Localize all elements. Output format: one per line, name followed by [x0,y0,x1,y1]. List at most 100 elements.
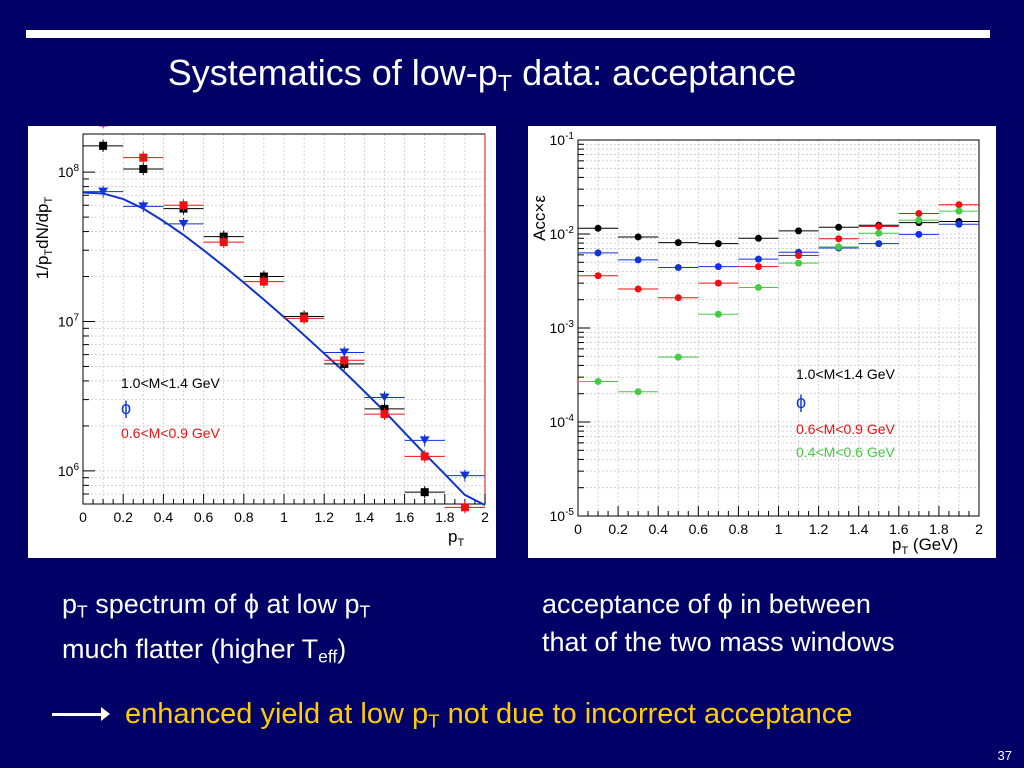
data-point [955,201,963,209]
data-point [594,272,602,280]
x-tick-label: 1.6 [395,509,415,525]
data-point [714,240,722,248]
data-point [795,227,803,235]
legend-red-label: 0.6<M<0.9 GeV [796,421,896,437]
data-point [99,141,108,150]
series-green [578,207,979,396]
data-point [634,285,642,293]
data-point [915,216,923,224]
data-point [915,210,923,218]
y-tick-label: 106 [58,462,80,479]
data-point [754,283,762,291]
page-number: 37 [997,748,1012,763]
legend-black-label: 1.0<M<1.4 GeV [796,366,896,382]
x-tick-label: 1 [775,521,783,537]
spectrum-chart-panel: 0 0.2 0.4 0.6 0.8 1 1.2 1.4 1.6 1.8 2 106 107 108 1/pT… [28,126,496,558]
y-tick-label: 10-3 [550,319,575,336]
legend-black-label: 1.0<M<1.4 GeV [121,375,221,391]
legend-red-label: 0.6<M<0.9 GeV [121,425,221,441]
x-tick-label: 1.4 [849,521,869,537]
data-point [795,252,803,260]
x-tick-label: 0.6 [689,521,709,537]
y-tick-label: 10-2 [550,225,575,242]
data-point [459,471,470,480]
data-point [634,256,642,264]
data-point [835,235,843,243]
y-axis-title: Acc×ε [530,195,549,241]
data-point [714,279,722,287]
data-point [178,219,189,228]
arrow-right-icon [101,707,110,721]
data-point [420,488,429,497]
x-tick-label: 1.8 [435,509,455,525]
x-tick-label: 1.6 [889,521,909,537]
x-tick-label: 0.4 [648,521,668,537]
data-point [674,264,682,272]
x-tick-label: 0.2 [113,509,133,525]
conclusion-text: enhanced yield at low pT not due to inco… [125,698,853,732]
right-caption: acceptance of ϕ in between that of the t… [542,585,895,661]
y-axis-title: 1/pTdN/dpT [33,196,55,279]
data-point [754,234,762,242]
data-point [634,233,642,241]
series-blue [83,185,485,482]
x-tick-label: 0.6 [194,509,214,525]
x-tick-label: 1 [280,509,288,525]
y-tick-label: 10-4 [550,413,575,430]
data-point [754,263,762,271]
x-tick-label: 0.2 [608,521,628,537]
data-point [795,259,803,267]
data-point [139,164,148,173]
x-tick-label: 1.4 [355,509,375,525]
data-point [300,314,309,323]
grid [83,134,485,504]
x-axis: 0 0.2 0.4 0.6 0.8 1 1.2 1.4 1.6 1.8 2 [79,494,489,525]
legend: 1.0<M<1.4 GeV ϕ 0.6<M<0.9 GeV [121,375,221,441]
top-rule [26,30,990,38]
data-point [179,201,188,210]
data-point [835,223,843,231]
data-point [380,410,389,419]
data-point [138,202,149,211]
x-tick-label: 1.2 [314,509,334,525]
data-point [460,503,469,512]
data-point [420,452,429,461]
x-tick-label: 0.8 [729,521,749,537]
right-caption-line-1: acceptance of ϕ in between [542,589,871,619]
data-point [139,153,148,162]
series-red [578,201,979,302]
data-point [955,207,963,215]
data-point [915,230,923,238]
acceptance-chart: 0 0.2 0.4 0.6 0.8 1 1.2 1.4 1.6 1.8 210-110-210-31… [530,131,983,557]
right-caption-line-2: that of the two mass windows [542,627,895,657]
x-tick-label: 2 [975,521,983,537]
left-caption: pT spectrum of ϕ at low pT much flatter … [62,585,370,676]
data-point [594,249,602,257]
y-tick-label: 107 [58,312,80,329]
x-tick-label: 0 [574,521,582,537]
y-tick-label: 10-5 [550,507,575,524]
x-tick-label: 0 [79,509,87,525]
y-tick-label: 108 [58,163,80,180]
legend-green-label: 0.4<M<0.6 GeV [796,444,896,460]
data-point [259,277,268,286]
data-point [835,243,843,251]
x-tick-label: 1.8 [929,521,949,537]
grid [578,140,979,516]
data-point [674,294,682,302]
data-point [714,310,722,318]
data-point [875,240,883,248]
acceptance-chart-panel: 0 0.2 0.4 0.6 0.8 1 1.2 1.4 1.6 1.8 2 10-1 10-2 10-3 1… [528,126,996,558]
x-axis-title: pT [448,527,464,549]
legend-phi-label: ϕ [796,392,806,412]
data-point [339,348,350,357]
left-caption-line-1: pT spectrum of ϕ at low pT [62,589,371,622]
data-point [340,356,349,365]
left-caption-line-2: much flatter (higher Teff) [62,634,347,667]
data-point [594,224,602,232]
data-point [98,187,109,196]
y-axis: 10-1 10-2 10-3 10-4 10-5 [550,131,590,524]
y-axis: 106 107 108 [58,163,95,505]
data-point [714,263,722,271]
arrow-shaft [52,713,106,716]
